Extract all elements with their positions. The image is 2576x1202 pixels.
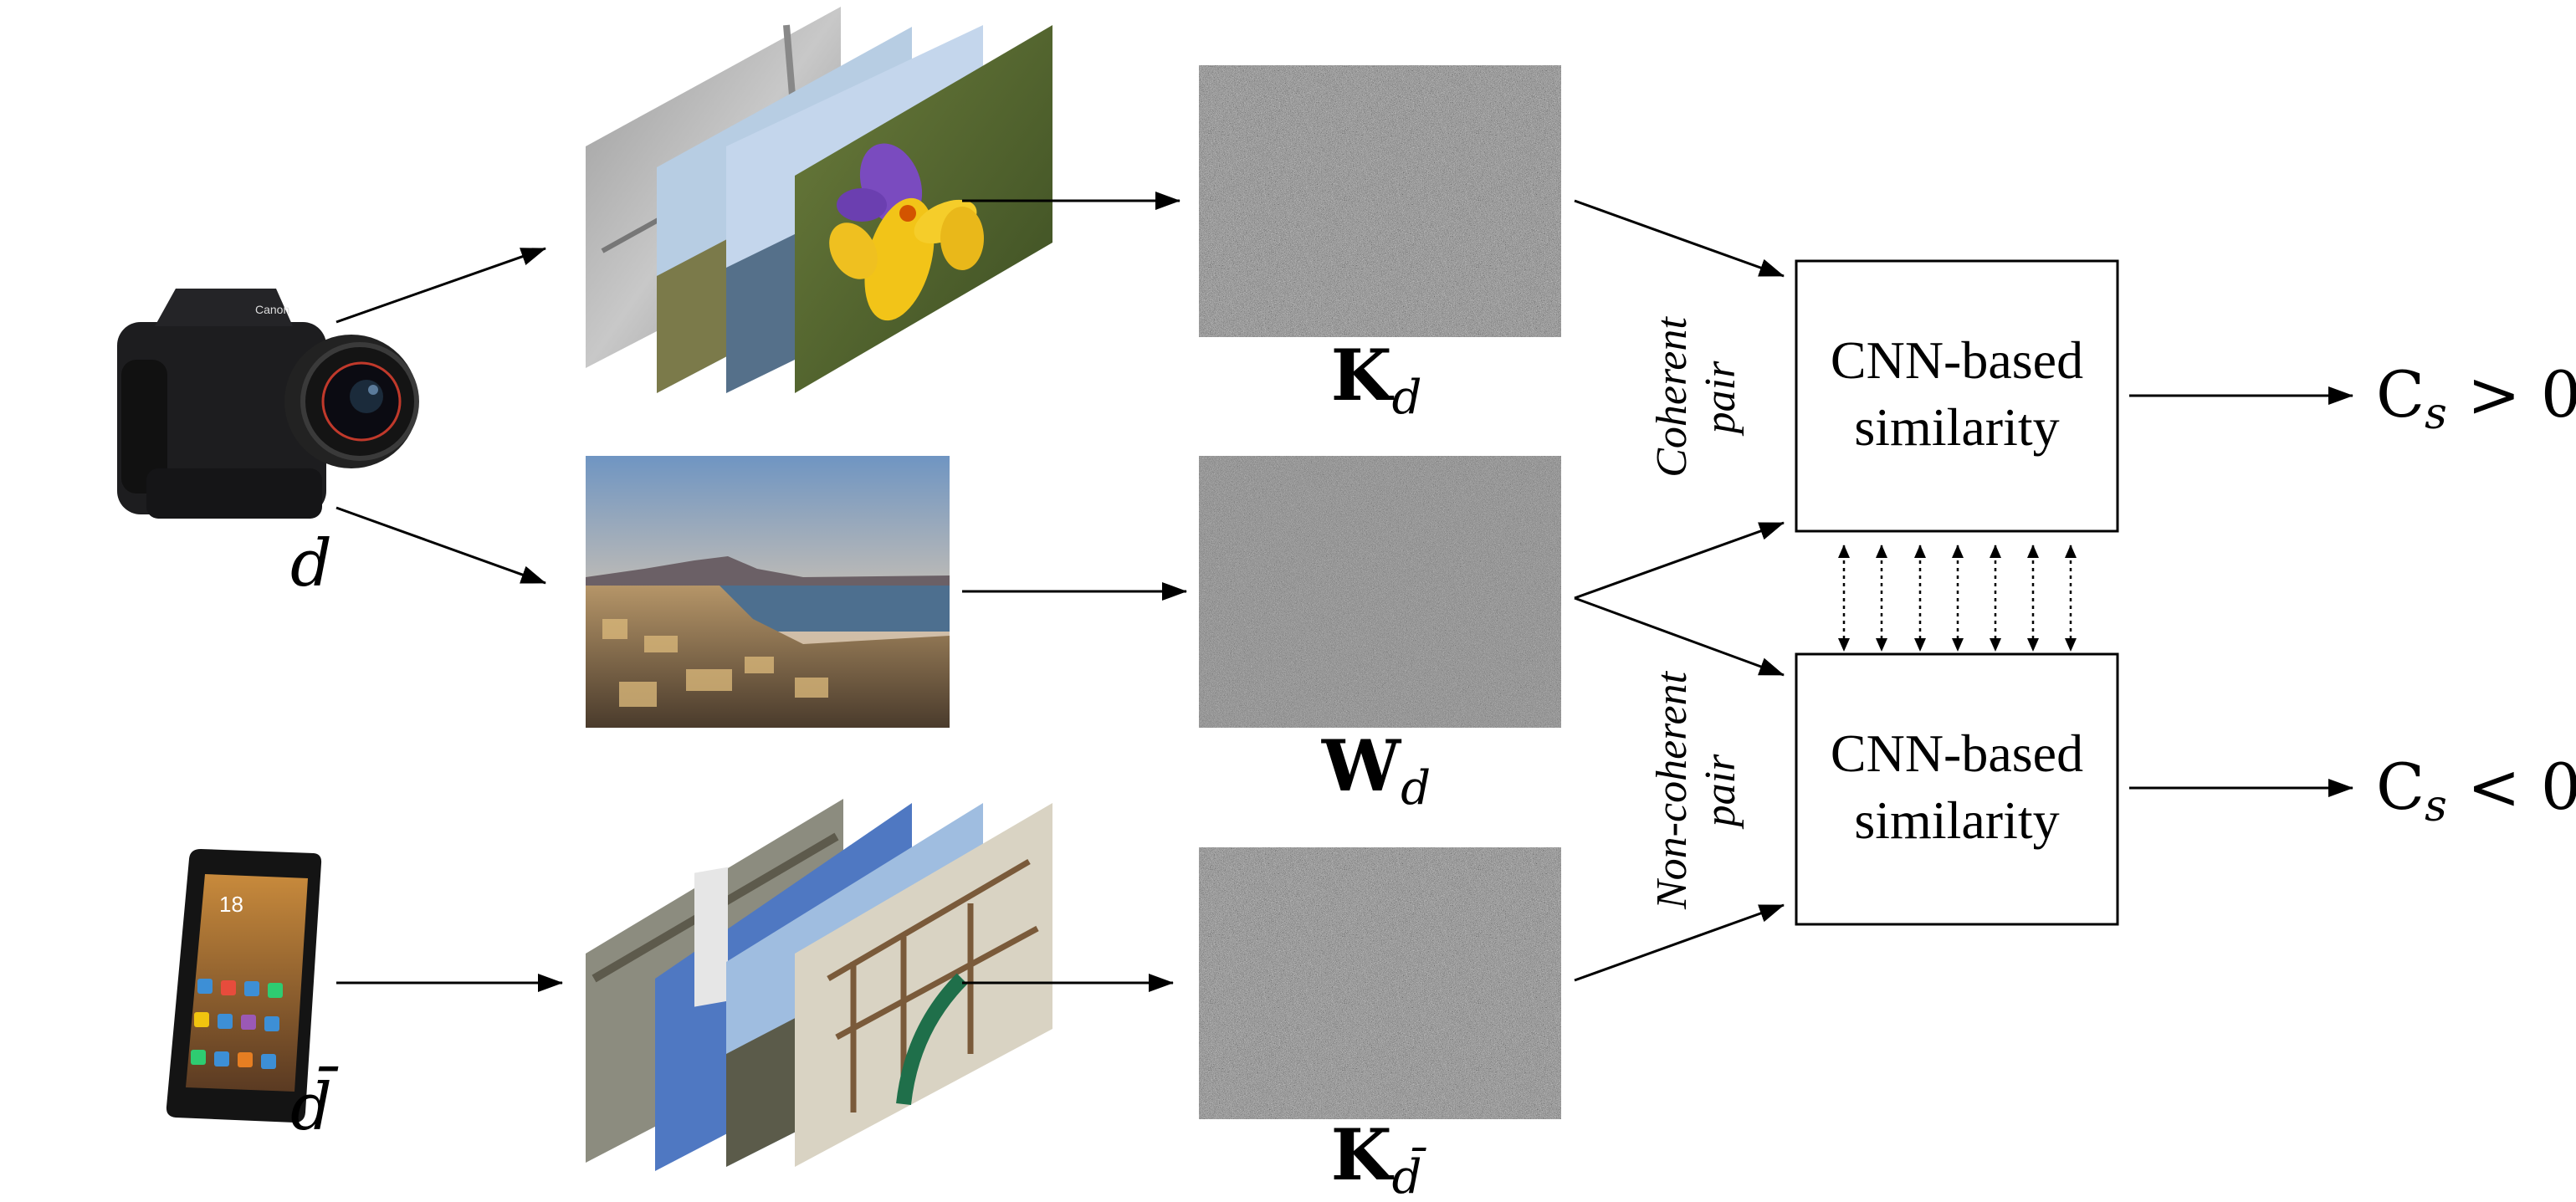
label-kdbar: Kd̄	[1331, 1113, 1427, 1202]
output-top-relation: > 0	[2447, 357, 2576, 432]
label-kd-subscript: d	[1392, 371, 1422, 425]
cnn-block-bottom: CNN-based similarity	[1795, 652, 2119, 926]
arrow-camera-to-stack	[335, 247, 546, 324]
fingerprint-patch-middle	[1199, 456, 1561, 728]
non-coherent-pair-line2: pair	[1697, 754, 1744, 830]
flower	[829, 143, 984, 321]
label-kdbar-subscript: d̄	[1392, 1147, 1427, 1202]
output-bottom-subscript: s	[2425, 781, 2447, 831]
reference-image-landscape	[586, 456, 950, 728]
label-wd-symbol: W	[1321, 724, 1402, 807]
output-top: Cs > 0	[2376, 357, 2576, 439]
stack-image-bikes	[795, 803, 1052, 1167]
label-kd: Kd	[1331, 334, 1422, 425]
label-kd-symbol: K	[1331, 334, 1395, 417]
output-top-symbol: C	[2376, 357, 2425, 432]
bottom-image-stack	[586, 799, 1052, 1171]
svg-text:Canon: Canon	[255, 303, 289, 316]
cnn-block-top-line2: similarity	[1854, 397, 2059, 457]
non-coherent-pair-line1: Non-coherent	[1648, 670, 1696, 910]
top-image-stack	[586, 7, 1052, 393]
output-top-subscript: s	[2425, 389, 2447, 439]
non-coherent-pair-label: Non-coherent pair	[1648, 670, 1744, 910]
phone-label: d̄	[290, 1066, 339, 1145]
arrow-wd-to-block-bottom	[1574, 596, 1785, 677]
coherent-pair-line1: Coherent	[1648, 316, 1696, 478]
label-wd: Wd	[1321, 724, 1431, 816]
output-bottom-relation: < 0	[2447, 749, 2576, 824]
cnn-block-top: CNN-based similarity	[1795, 259, 2119, 533]
label-kdbar-symbol: K	[1331, 1113, 1395, 1196]
arrow-kd-to-block-top	[1574, 199, 1785, 278]
label-wd-subscript: d	[1401, 761, 1431, 816]
cnn-block-top-line1: CNN-based	[1831, 330, 2083, 390]
cnn-block-bottom-line1: CNN-based	[1831, 724, 2083, 783]
arrow-kdbar-to-block-bottom	[1574, 903, 1785, 982]
svg-text:18: 18	[219, 892, 243, 917]
output-bottom-symbol: C	[2376, 749, 2425, 824]
flow-arrows	[335, 192, 2353, 992]
coherent-pair-line2: pair	[1697, 361, 1744, 437]
coherent-pair-label: Coherent pair	[1648, 316, 1744, 478]
cnn-block-bottom-line2: similarity	[1854, 790, 2059, 850]
arrow-wd-to-block-top	[1574, 521, 1785, 600]
camera-icon: Canon	[117, 289, 419, 519]
arrow-camera-to-landscape	[335, 506, 546, 585]
camera-label: d	[290, 526, 332, 601]
output-bottom: Cs < 0	[2376, 749, 2576, 831]
smartphone-icon: 18	[166, 849, 322, 1123]
fingerprint-patch-top	[1199, 65, 1561, 337]
shared-weights-connectors	[1838, 545, 2077, 652]
fingerprint-patch-bottom	[1199, 847, 1561, 1119]
